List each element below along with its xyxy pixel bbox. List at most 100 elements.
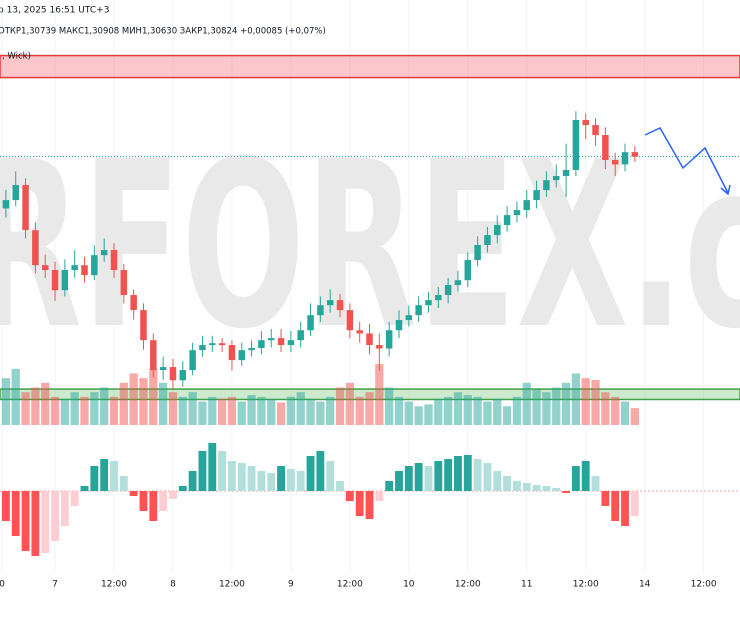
volume-bar: [267, 398, 276, 425]
volume-bar: [512, 396, 522, 425]
x-tick-label: 8: [170, 580, 176, 590]
candle-body: [179, 370, 187, 381]
candle-body: [159, 367, 167, 371]
volume-bar: [502, 406, 512, 425]
candle-body: [248, 348, 255, 351]
candle-body: [395, 320, 403, 331]
volume-bar: [41, 382, 50, 425]
x-tick-label: 12:00: [337, 580, 363, 590]
candle-body: [336, 300, 344, 311]
candle-body: [12, 185, 19, 201]
candle-body: [415, 305, 422, 316]
volume-bar: [365, 392, 374, 425]
volume-bar: [414, 406, 423, 425]
histogram-bar: [159, 491, 168, 511]
candle-body: [356, 330, 363, 334]
volume-bar: [208, 396, 217, 425]
histogram-bar: [51, 491, 59, 541]
histogram-bar: [414, 463, 423, 491]
candle-body: [32, 230, 39, 266]
x-tick-label: 14: [639, 580, 651, 590]
volume-bar: [375, 364, 384, 425]
x-tick-label: 9: [288, 580, 294, 590]
histogram-bar: [247, 466, 256, 491]
volume-bar: [119, 382, 128, 425]
volume-bar: [394, 396, 404, 425]
candle-body: [326, 300, 334, 306]
volume-bar: [601, 392, 610, 425]
histogram-bar: [444, 459, 453, 491]
histogram-bar: [316, 451, 325, 491]
candles: [2, 111, 639, 390]
histogram-bar: [385, 481, 394, 491]
histogram-bar: [60, 491, 69, 526]
histogram-bar: [198, 451, 207, 491]
candle-body: [464, 260, 472, 281]
x-tick-label: 12:00: [101, 580, 127, 590]
candle-body: [503, 215, 511, 226]
volume-bar: [178, 396, 187, 425]
volume-bar: [296, 392, 305, 425]
volume-bar: [542, 392, 551, 425]
candle-body: [621, 152, 629, 165]
histogram-bar: [463, 455, 472, 491]
candle-body: [100, 250, 108, 256]
histogram-bar: [404, 466, 413, 491]
candle-body: [287, 340, 295, 346]
histogram-bar: [581, 461, 590, 491]
volume-bar: [80, 396, 89, 425]
candle-body: [61, 270, 69, 291]
candle-body: [533, 190, 540, 201]
volume-bar: [159, 382, 168, 425]
histogram-bar: [424, 466, 433, 491]
histogram-bar: [257, 471, 266, 491]
histogram-bar: [129, 491, 138, 496]
candle-body: [228, 345, 236, 361]
candle-body: [267, 338, 275, 341]
candle-body: [543, 180, 550, 191]
histogram-bar: [454, 456, 462, 491]
histogram-bar: [21, 491, 30, 551]
x-tick-label: 12:00: [455, 580, 481, 590]
volume-bar: [404, 401, 413, 425]
histogram-bar: [395, 471, 403, 491]
volume-bar: [552, 387, 561, 425]
candle-body: [454, 280, 462, 286]
candle-body: [130, 295, 137, 311]
histogram-bar: [267, 473, 276, 491]
histogram-bar: [237, 463, 246, 491]
x-axis: 0 7 12:00 8 12:00 9 12:00 10 12:00 11 12:00 14 12:00: [0, 580, 717, 590]
histogram-bar: [139, 491, 148, 511]
volume-bar: [620, 401, 630, 425]
volume-bar: [70, 392, 79, 425]
x-tick-label: 12:00: [573, 580, 599, 590]
histogram-pane: [0, 443, 740, 556]
candle-body: [425, 300, 432, 306]
candle-body: [120, 270, 128, 296]
volume-bar: [21, 392, 30, 425]
volume-bar: [483, 401, 492, 425]
histogram-bar: [503, 476, 512, 491]
histogram-bar: [562, 491, 570, 493]
candle-body: [22, 185, 29, 231]
histogram-bar: [326, 461, 335, 491]
candle-body: [552, 176, 560, 181]
histogram-bar: [11, 491, 20, 536]
volume-bar: [306, 398, 315, 425]
histogram-bar: [611, 491, 620, 521]
histogram-bar: [100, 459, 109, 491]
histogram-bar: [365, 491, 374, 519]
volume-bar: [453, 392, 463, 425]
volume-bar: [591, 380, 600, 425]
candle-body: [602, 135, 609, 161]
volume-bar: [316, 401, 325, 425]
volume-bar: [335, 387, 345, 425]
histogram-bar: [70, 491, 79, 506]
histogram-bar: [80, 486, 89, 491]
volume-bar: [493, 398, 502, 425]
ohlc-line: ОТКР1,30739 МАКС1,30908 МИН1,30630 ЗАКР1…: [0, 27, 326, 37]
histogram-bar: [277, 466, 285, 491]
candle-body: [405, 315, 413, 321]
x-tick-label: 12:00: [219, 580, 245, 590]
x-tick-label: 12:00: [691, 580, 717, 590]
